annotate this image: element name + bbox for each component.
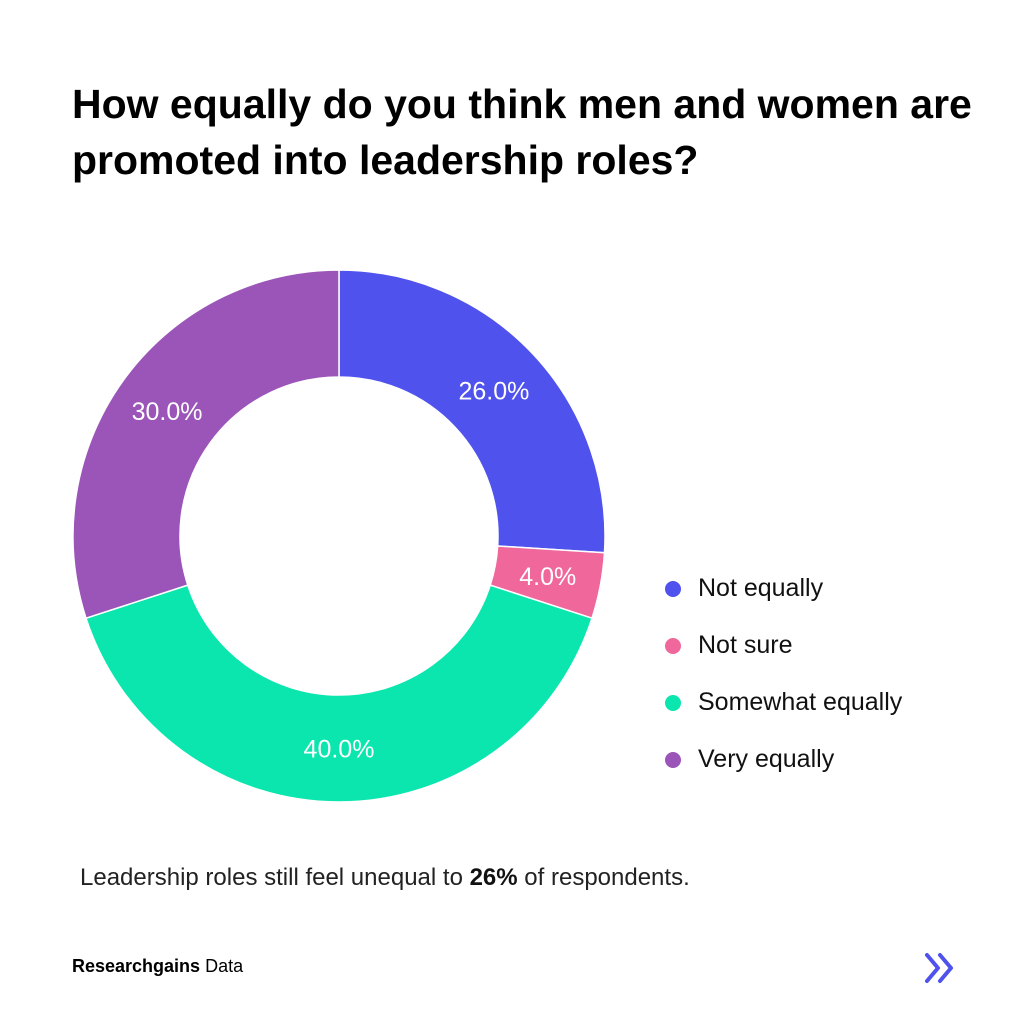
brand-name: Researchgains	[72, 956, 201, 976]
legend-label: Not sure	[698, 631, 793, 659]
slice-very-equally	[72, 269, 340, 620]
legend-label: Not equally	[698, 574, 824, 602]
data-label: 4.0%	[519, 563, 576, 591]
data-label: 30.0%	[132, 398, 203, 426]
legend-dot-icon	[665, 751, 681, 768]
legend-item: Very equally	[665, 731, 902, 788]
legend-item: Somewhat equally	[665, 674, 902, 731]
caption-suffix: of respondents.	[517, 864, 690, 891]
legend-dot-icon	[665, 637, 681, 654]
data-label: 26.0%	[458, 378, 529, 406]
caption-text: Leadership roles still feel unequal to	[80, 864, 470, 891]
brand: Researchgains Data	[72, 956, 243, 977]
caption-highlight: 26%	[469, 864, 518, 891]
legend-label: Very equally	[698, 745, 835, 773]
legend-dot-icon	[665, 694, 681, 711]
chart-title: How equally do you think men and women a…	[72, 81, 972, 183]
legend-label: Somewhat equally	[698, 688, 903, 716]
legend-dot-icon	[665, 580, 681, 597]
legend: Not equally Not sure Somewhat equally Very …	[665, 560, 902, 788]
legend-item: Not sure	[665, 617, 902, 674]
slice-not-equally	[338, 269, 606, 554]
brand-suffix: Data	[200, 956, 244, 976]
legend-item: Not equally	[665, 560, 902, 617]
data-label: 40.0%	[304, 736, 375, 764]
caption: Leadership roles still feel unequal to 2…	[80, 864, 690, 892]
slice-somewhat-equally	[85, 584, 593, 803]
double-chevron-right-icon[interactable]	[922, 950, 958, 986]
